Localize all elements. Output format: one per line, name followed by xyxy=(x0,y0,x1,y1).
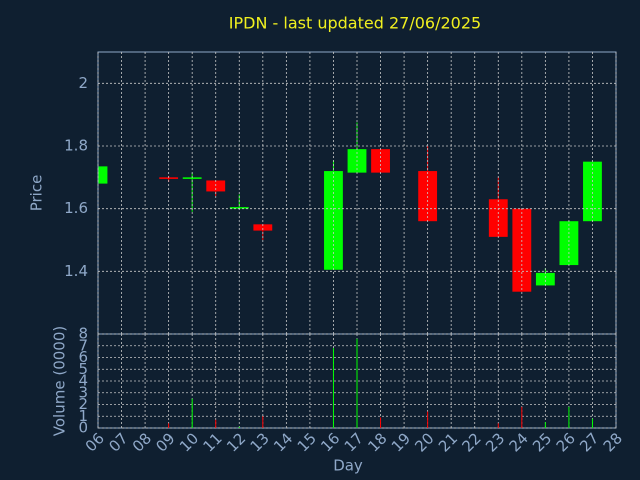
x-tick-label: 18 xyxy=(364,429,390,455)
price-plot xyxy=(98,122,602,292)
candle-body xyxy=(535,272,555,286)
x-tick-label: 15 xyxy=(294,429,320,455)
candle-body xyxy=(98,166,108,184)
volume-tick-label: 7 xyxy=(78,336,88,354)
x-tick-label: 14 xyxy=(270,429,296,455)
y-tick-label: 2 xyxy=(78,74,88,92)
volume-tick-label: 8 xyxy=(78,325,88,343)
candle-body xyxy=(253,224,273,231)
candle-body xyxy=(583,161,602,222)
candle-body xyxy=(159,177,179,179)
x-tick-label: 09 xyxy=(152,429,178,455)
x-tick-label: 27 xyxy=(576,429,602,455)
candle-body xyxy=(182,177,202,179)
volume-axis-label: Volume (0000) xyxy=(51,326,69,436)
volume-tick-label: 3 xyxy=(78,383,88,401)
x-tick-label: 24 xyxy=(506,429,532,455)
candle-body xyxy=(559,221,579,266)
x-tick-label: 20 xyxy=(411,429,437,455)
x-tick-label: 13 xyxy=(247,429,273,455)
volume-tick-label: 1 xyxy=(78,407,88,425)
y-tick-label: 1.6 xyxy=(64,199,88,217)
x-tick-label: 22 xyxy=(459,429,485,455)
x-tick-label: 08 xyxy=(129,429,155,455)
volume-tick-label: 5 xyxy=(78,360,88,378)
y-axis-label: Price xyxy=(28,175,46,212)
x-tick-label: 26 xyxy=(553,429,579,455)
x-tick-label: 19 xyxy=(388,429,414,455)
x-tick-label: 11 xyxy=(200,429,226,455)
x-tick-label: 23 xyxy=(482,429,508,455)
volume-tick-label: 6 xyxy=(78,348,88,366)
x-tick-label: 25 xyxy=(529,429,555,455)
x-tick-label: 17 xyxy=(341,429,367,455)
volume-tick-label: 4 xyxy=(78,372,88,390)
chart-title: IPDN - last updated 27/06/2025 xyxy=(229,14,481,33)
y-tick-label: 1.8 xyxy=(64,137,88,155)
x-axis-label: Day xyxy=(333,457,363,475)
x-tick-label: 07 xyxy=(105,429,131,455)
x-tick-label: 21 xyxy=(435,429,461,455)
candle-body xyxy=(229,207,249,209)
volume-tick-label: 0 xyxy=(78,419,88,437)
y-tick-label: 1.4 xyxy=(64,262,88,280)
x-tick-label: 10 xyxy=(176,429,202,455)
x-tick-label: 16 xyxy=(317,429,343,455)
x-tick-label: 28 xyxy=(600,429,626,455)
x-tick-label: 12 xyxy=(223,429,249,455)
volume-tick-label: 2 xyxy=(78,395,88,413)
